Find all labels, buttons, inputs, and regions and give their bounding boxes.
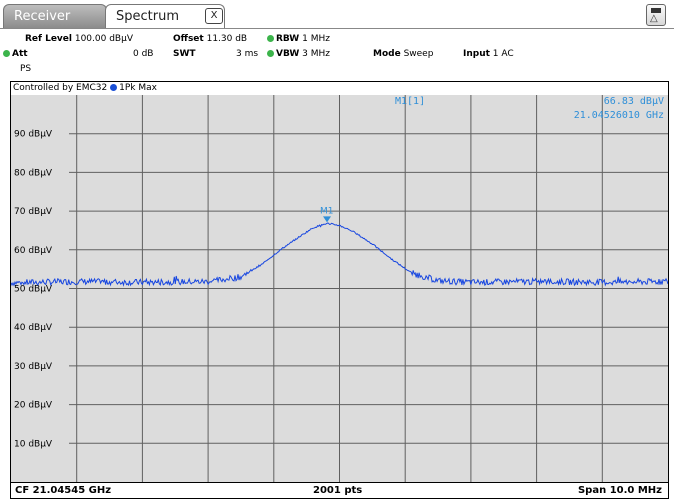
y-tick-label: 60 dBµV [14, 246, 53, 256]
vbw[interactable]: VBW 3 MHz [267, 49, 330, 59]
sweep-points: 2001 pts [313, 483, 362, 498]
offset-label: Offset [173, 34, 204, 44]
offset-value: 11.30 dB [207, 34, 248, 44]
ref-level[interactable]: Ref Level 100.00 dBµV [25, 34, 133, 44]
tab-receiver[interactable]: Receiver [3, 4, 107, 28]
vbw-indicator-icon [267, 50, 274, 57]
att[interactable]: Att [3, 49, 28, 59]
swt-value: 3 ms [236, 49, 258, 59]
delta-icon: △ [650, 14, 658, 24]
att-value: 0 dB [133, 49, 153, 59]
vbw-label: VBW [276, 49, 299, 59]
mode[interactable]: Mode Sweep [373, 49, 433, 59]
swt-label: SWT [173, 49, 196, 59]
tab-spectrum-label: Spectrum [116, 9, 179, 24]
hardware-status-icon[interactable]: △ [646, 4, 666, 26]
marker-m1-label: M1 [320, 206, 334, 216]
marker-header: M1[1] [395, 96, 425, 107]
settings-panel: Ref Level 100.00 dBµV Offset 11.30 dB RB… [0, 31, 674, 81]
controlled-by-text: Controlled by EMC32 [13, 83, 107, 93]
tab-close-button[interactable]: X [205, 8, 223, 24]
offset[interactable]: Offset 11.30 dB [173, 34, 247, 44]
frequency-span: Span 10.0 MHz [578, 483, 662, 498]
rbw-value: 1 MHz [302, 34, 330, 44]
trace-label: 1Pk Max [119, 83, 157, 93]
marker-frequency: 21.04526010 GHz [574, 110, 664, 121]
mode-label: Mode [373, 49, 401, 59]
mode-value: Sweep [404, 49, 434, 59]
y-tick-label: 40 dBµV [14, 323, 53, 333]
plot-header: Controlled by EMC32 1Pk Max [11, 82, 670, 94]
spectrum-plot: Controlled by EMC32 1Pk Max 10 dBµV 20 dB… [10, 81, 669, 499]
y-tick-label: 10 dBµV [14, 439, 53, 449]
y-tick-label: 80 dBµV [14, 168, 53, 178]
trace-indicator-icon [110, 84, 117, 91]
rbw-label: RBW [276, 34, 299, 44]
y-tick-label: 30 dBµV [14, 362, 53, 372]
tab-bar: Receiver Spectrum X △ [0, 0, 674, 34]
att-label: Att [12, 49, 28, 59]
input-value: 1 AC [493, 49, 514, 59]
tab-divider [0, 28, 674, 29]
rbw-indicator-icon [267, 35, 274, 42]
vbw-value: 3 MHz [302, 49, 330, 59]
plot-footer: CF 21.04545 GHz 2001 pts Span 10.0 MHz [11, 482, 668, 498]
center-frequency: CF 21.04545 GHz [15, 483, 111, 498]
ps-label: PS [20, 64, 31, 74]
tab-receiver-label: Receiver [14, 9, 70, 24]
att-indicator-icon [3, 50, 10, 57]
rbw[interactable]: RBW 1 MHz [267, 34, 330, 44]
ref-level-value: 100.00 dBµV [75, 34, 133, 44]
y-tick-label: 50 dBµV [14, 285, 53, 295]
ref-level-label: Ref Level [25, 34, 72, 44]
marker-level: 66.83 dBµV [604, 96, 664, 107]
spectrum-chart[interactable]: 10 dBµV 20 dBµV 30 dBµV 40 dBµV 50 dBµV 60 dB… [11, 95, 668, 482]
y-tick-label: 70 dBµV [14, 207, 53, 217]
input-label: Input [463, 49, 490, 59]
input[interactable]: Input 1 AC [463, 49, 514, 59]
y-tick-label: 90 dBµV [14, 130, 53, 140]
swt[interactable]: SWT [173, 49, 196, 59]
y-tick-label: 20 dBµV [14, 401, 53, 411]
